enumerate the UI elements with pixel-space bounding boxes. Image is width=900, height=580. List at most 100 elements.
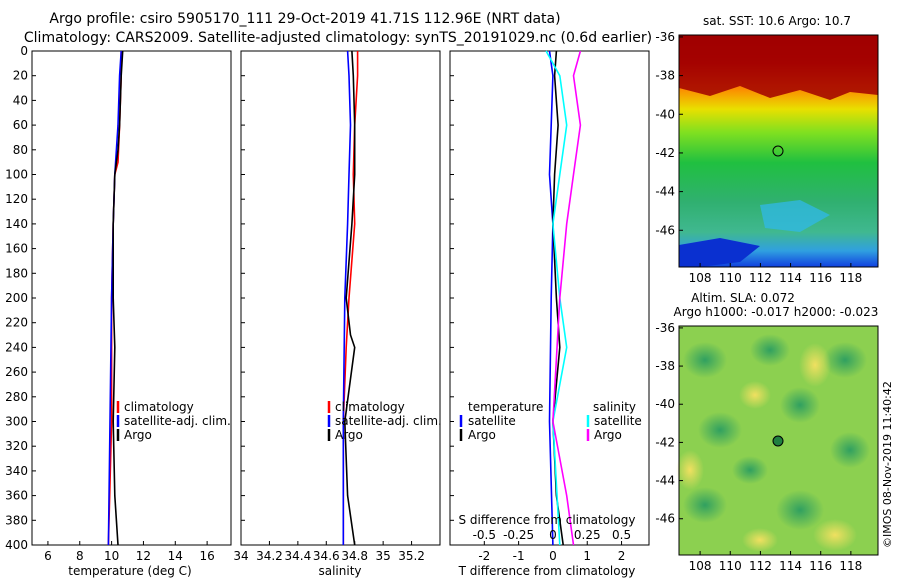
- depth-tick-label: 0: [20, 44, 28, 58]
- depth-tick-label: 140: [5, 217, 28, 231]
- depth-tick-label: 380: [5, 513, 28, 527]
- x-tick-label: 6: [44, 549, 52, 563]
- sla-high: [799, 343, 831, 387]
- sla-eddy: [823, 342, 867, 378]
- lon-tick-label: 110: [719, 271, 742, 285]
- series-salinity-satellite: [545, 50, 568, 546]
- lat-tick-label: -38: [655, 69, 675, 83]
- sla-eddy: [830, 432, 870, 468]
- depth-tick-label: 400: [5, 538, 28, 552]
- legend-argo: Argo: [335, 428, 363, 442]
- sla-eddy: [698, 412, 742, 448]
- x-tick-label: 8: [76, 549, 84, 563]
- series-argo: [112, 50, 124, 546]
- x-tick-label: -2: [478, 549, 490, 563]
- credit-text: ©IMOS 08-Nov-2019 11:40:42: [881, 381, 894, 548]
- legend-satellite: satellite-adj. clim.: [335, 414, 442, 428]
- series-temperature-satellite: [548, 50, 554, 546]
- x-tick-label: -1: [513, 549, 525, 563]
- lon-tick-label: 114: [779, 559, 802, 573]
- sla-map: [676, 325, 879, 556]
- lat-tick-label: -42: [655, 435, 675, 449]
- lon-tick-label: 108: [689, 271, 712, 285]
- lat-tick-label: -36: [655, 30, 675, 44]
- sla-eddy: [776, 490, 824, 530]
- depth-tick-label: 100: [5, 168, 28, 182]
- depth-tick-label: 300: [5, 415, 28, 429]
- sla-eddy: [683, 342, 727, 378]
- sla-map-title-2: Argo h1000: -0.017 h2000: -0.023: [674, 305, 879, 319]
- depth-tick-label: 160: [5, 242, 28, 256]
- temperature-plot: 6 8 10 12 14 16: [44, 50, 215, 563]
- lat-tick-label: -38: [655, 359, 675, 373]
- lon-tick-label: 108: [689, 559, 712, 573]
- temperature-legend: climatology satellite-adj. clim. Argo: [116, 400, 231, 442]
- series-salinity-argo: [552, 50, 582, 546]
- x-tick-label: 34.4: [284, 549, 311, 563]
- salinity-xlabel: salinity: [318, 564, 361, 578]
- depth-tick-label: 180: [5, 266, 28, 280]
- top-tick-label: 0.25: [574, 528, 601, 542]
- legend-satellite: satellite-adj. clim.: [124, 414, 231, 428]
- top-tick-label: 0: [549, 528, 557, 542]
- depth-tick-label: 80: [13, 143, 28, 157]
- legend-temperature-heading: temperature: [468, 400, 543, 414]
- sdiff-top-label: S difference from climatology: [459, 513, 636, 527]
- series-satellite-adj-clim-: [342, 50, 352, 545]
- depth-tick-label: 200: [5, 291, 28, 305]
- lat-tick-label: -40: [655, 397, 675, 411]
- lon-tick-label: 118: [839, 271, 862, 285]
- x-tick-label: 34: [233, 549, 248, 563]
- temperature-panel: [31, 50, 232, 546]
- salinity-legend: climatology satellite-adj. clim. Argo: [327, 400, 442, 442]
- lat-tick-label: -46: [655, 512, 675, 526]
- lat-tick-label: -42: [655, 146, 675, 160]
- salinity-panel: [240, 50, 441, 546]
- lat-tick-label: -36: [655, 321, 675, 335]
- sla-eddy: [750, 334, 790, 366]
- top-tick-label: -0.5: [473, 528, 496, 542]
- lat-tick-label: -44: [655, 474, 675, 488]
- sla-eddy: [780, 387, 820, 423]
- lon-tick-label: 112: [749, 271, 772, 285]
- lon-tick-label: 116: [809, 559, 832, 573]
- title-line-1: Argo profile: csiro 5905170_111 29-Oct-2…: [49, 11, 560, 27]
- depth-tick-label: 320: [5, 439, 28, 453]
- depth-tick-label: 120: [5, 192, 28, 206]
- legend-argo: Argo: [124, 428, 152, 442]
- x-tick-label: 34.2: [256, 549, 283, 563]
- x-tick-label: 35: [376, 549, 391, 563]
- lon-tick-label: 118: [839, 559, 862, 573]
- depth-tick-label: 280: [5, 390, 28, 404]
- sst-cool-patch: [760, 200, 830, 232]
- x-tick-label: 1: [583, 549, 591, 563]
- sla-eddy: [732, 456, 768, 484]
- x-tick-label: 10: [104, 549, 119, 563]
- title-line-2: Climatology: CARS2009. Satellite-adjuste…: [24, 30, 652, 46]
- float-marker: [772, 145, 784, 157]
- salinity-plot: 34 34.2 34.4 34.6 34.8 35 35.2: [233, 50, 425, 563]
- depth-tick-label: 220: [5, 316, 28, 330]
- legend-salinity-heading: salinity: [593, 400, 636, 414]
- temperature-xlabel: temperature (deg C): [68, 564, 191, 578]
- lon-tick-label: 114: [779, 271, 802, 285]
- sla-eddy: [683, 487, 727, 523]
- x-tick-label: 16: [199, 549, 214, 563]
- x-tick-label: 34.6: [313, 549, 340, 563]
- difference-panel: [449, 50, 650, 546]
- depth-tick-label: 40: [13, 93, 28, 107]
- sst-map: [678, 34, 879, 268]
- sst-map-axes: -36 -38 -40 -42 -44 -46 108 110 112 114 116 118: [655, 30, 862, 285]
- lat-tick-label: -40: [655, 107, 675, 121]
- depth-tick-label: 240: [5, 340, 28, 354]
- sla-map-axes: -36 -38 -40 -42 -44 -46 108 110 112 114 116 118: [655, 321, 862, 573]
- sla-high: [742, 528, 778, 552]
- sla-high: [739, 381, 771, 409]
- top-tick-label: 0.5: [612, 528, 631, 542]
- lon-tick-label: 112: [749, 559, 772, 573]
- sst-map-title: sat. SST: 10.6 Argo: 10.7: [703, 14, 851, 28]
- x-tick-label: 35.2: [398, 549, 425, 563]
- lat-tick-label: -44: [655, 185, 675, 199]
- legend-s-satellite: satellite: [594, 414, 642, 428]
- lon-tick-label: 116: [809, 271, 832, 285]
